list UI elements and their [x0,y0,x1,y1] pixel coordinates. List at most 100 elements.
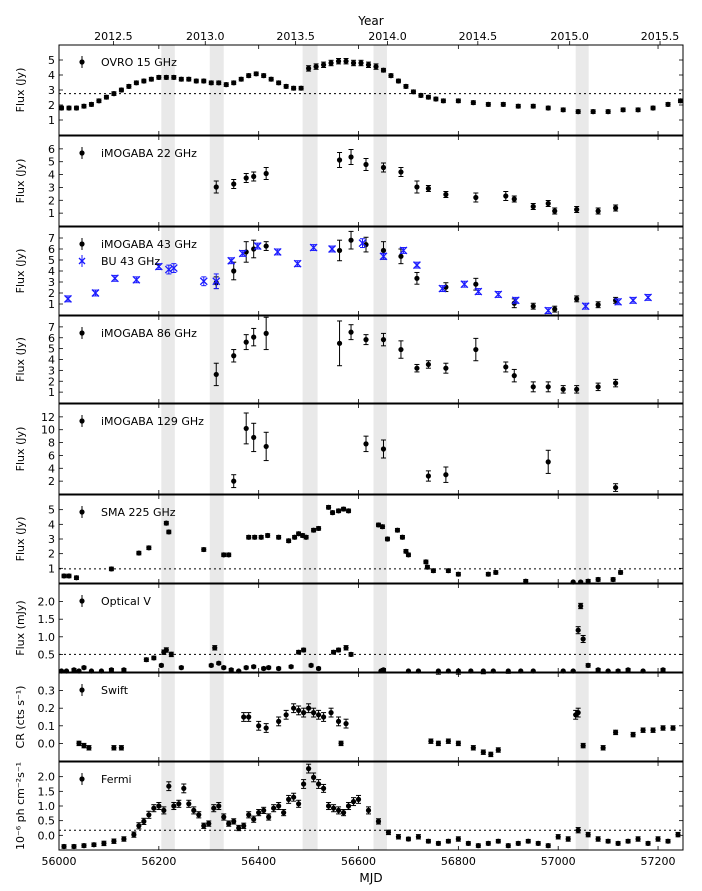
highlight-band [575,227,589,315]
data-point [414,184,420,190]
data-point [231,818,237,825]
y-tick-label: 6 [48,332,55,345]
highlight-band [373,316,387,403]
data-point [169,264,178,273]
data-point [620,107,626,113]
data-point [283,712,289,718]
data-point [443,472,449,478]
y-tick-label: 3 [48,364,55,377]
data-point [455,571,461,577]
data-point [330,805,337,811]
data-point [121,836,127,842]
highlight-band [575,673,589,761]
data-point [91,842,97,848]
data-point [310,527,317,533]
highlight-band [302,762,318,850]
highlight-band [373,227,387,315]
year-tick-label: 2014.5 [459,30,498,43]
y-tick-label: 5 [48,254,55,267]
data-point [388,73,394,79]
data-point [58,105,65,111]
data-point [166,529,172,535]
y-axis-label: Flux (Jy) [14,427,27,472]
data-point [263,330,269,336]
data-point [108,566,115,572]
data-point [213,371,219,378]
data-point [380,164,387,171]
data-point [315,525,322,532]
y-tick-label: 2 [48,475,55,488]
data-point [315,665,322,672]
data-point [545,843,551,849]
data-point [443,191,449,198]
data-point [252,534,258,540]
data-point [281,810,287,816]
y-tick-label: 7 [48,321,55,334]
highlight-band [161,45,175,135]
legend-label: Swift [101,684,129,697]
data-point [256,723,262,729]
data-point [71,843,77,850]
data-point [380,446,387,452]
y-tick-label: 3 [48,84,55,97]
data-point [503,364,509,370]
y-tick-label: 1.5 [38,613,56,626]
data-point [176,801,182,807]
data-point [395,78,402,84]
data-point [296,531,302,537]
data-point [286,538,292,544]
data-point [398,346,404,353]
data-point [595,836,601,842]
data-point [221,665,227,671]
data-point [241,823,247,829]
data-point [76,740,82,747]
series-main [231,412,619,492]
data-point [111,745,117,751]
data-point [201,78,207,84]
y-tick-label: 3 [48,533,55,546]
data-point [64,294,72,303]
data-point [613,205,619,211]
data-point [328,245,337,253]
y-tick-label: 2 [48,548,55,561]
data-point [276,534,282,540]
data-point [328,710,334,716]
data-point [226,552,232,558]
data-point [133,80,139,86]
data-point [660,667,666,673]
data-point [315,781,322,787]
legend-entry: Fermi [79,773,132,786]
series-bu-43ghz [64,238,653,315]
data-point [256,810,262,816]
y-tick-label: 1 [48,386,55,399]
data-point [86,745,92,751]
data-point [258,534,264,540]
data-point [226,821,232,827]
data-point [231,478,237,484]
data-point [73,105,80,111]
highlight-band [302,227,318,315]
data-point [273,247,282,256]
panel-frame [58,315,684,404]
data-point [348,237,354,243]
x-axis-label: MJD [359,871,382,885]
data-point [298,85,304,91]
data-point [151,655,157,661]
data-point [263,725,269,731]
legend-entry: iMOGABA 86 GHz [79,327,197,340]
data-point [655,836,661,842]
data-point [480,749,486,755]
y-tick-label: 4 [48,169,55,182]
series-main [213,316,619,394]
highlight-band [209,673,224,761]
x-tick-label: 56000 [42,855,77,868]
highlight-band [302,495,318,583]
data-point [595,667,601,673]
data-point [292,534,298,540]
legend-label: Optical V [101,595,151,608]
data-point [358,239,367,248]
data-point [425,361,432,368]
legend-marker [79,330,85,336]
data-point [283,83,289,89]
y-axis-label: 10⁻⁶ ph cm⁻²s⁻¹ [14,762,27,850]
